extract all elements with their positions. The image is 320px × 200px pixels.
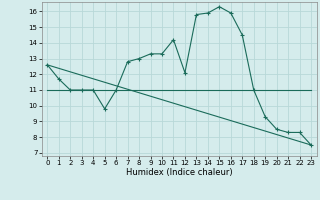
X-axis label: Humidex (Indice chaleur): Humidex (Indice chaleur) — [126, 168, 233, 177]
